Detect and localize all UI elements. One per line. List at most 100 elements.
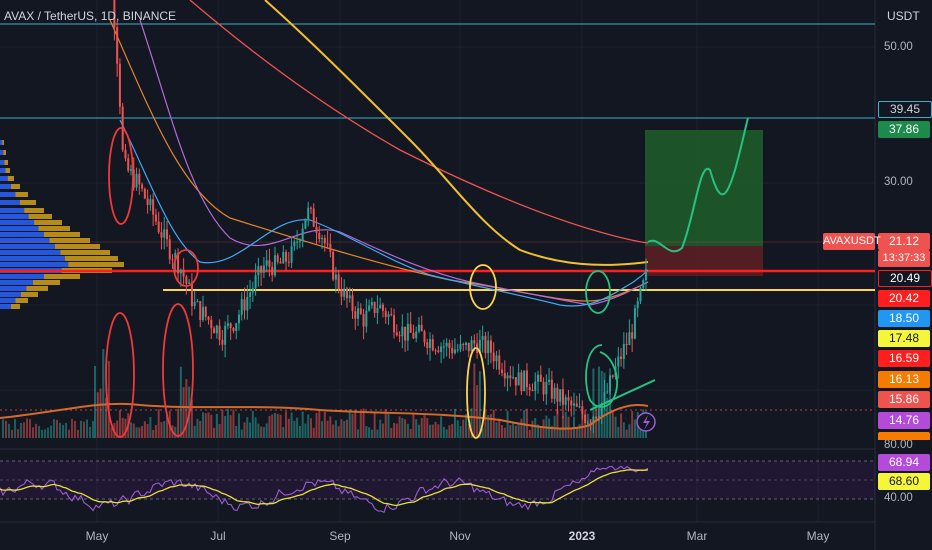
volume-bar-152 — [514, 425, 517, 438]
candle-body-161 — [539, 374, 542, 382]
volume-bar-100 — [370, 429, 373, 438]
candle-body-196 — [636, 301, 639, 309]
candle-body-45 — [218, 325, 221, 340]
volume-bar-188 — [614, 416, 617, 438]
volume-bar-127 — [445, 429, 448, 438]
candle-body-169 — [561, 389, 564, 405]
volume-bar-87 — [334, 420, 337, 438]
candle-body-12 — [127, 158, 130, 171]
currency-label[interactable]: USDT — [887, 9, 920, 23]
annotation-circle-green[interactable] — [585, 270, 611, 314]
candle-body-159 — [534, 381, 537, 391]
volume-bar-82 — [321, 421, 324, 438]
volume-bar-135 — [467, 423, 470, 438]
candle-body-55 — [246, 296, 249, 311]
candle-body-48 — [226, 323, 229, 326]
annotation-circle-yellow[interactable] — [469, 264, 497, 310]
volume-bar-71 — [290, 412, 293, 438]
candle-body-95 — [357, 308, 360, 319]
candle-body-50 — [232, 327, 235, 332]
volume-bar-109 — [395, 423, 398, 438]
long-position-profit-zone[interactable] — [645, 130, 763, 246]
ma-20-line — [119, 119, 649, 307]
volume-bar-pre — [83, 421, 85, 438]
price-tick-30: 30.00 — [884, 176, 913, 188]
volume-bar-157 — [528, 429, 531, 438]
volume-bar-79 — [312, 427, 315, 438]
annotation-circle-red-2[interactable] — [173, 249, 199, 287]
ma-30-line — [139, 19, 649, 306]
candle-body-61 — [262, 265, 265, 273]
volume-bar-148 — [503, 427, 506, 438]
badge-16-59: 16.59 — [878, 350, 930, 367]
profile-bar-8 — [0, 208, 25, 213]
volume-bar-115 — [412, 413, 415, 438]
profile-bar-sell-24 — [11, 304, 20, 309]
volume-bar-145 — [495, 422, 498, 438]
rsi-band — [0, 461, 875, 499]
candle-body-198 — [642, 279, 645, 288]
volume-bar-pre — [74, 420, 76, 438]
profile-bar-15 — [0, 250, 61, 255]
candle-body-102 — [376, 308, 379, 314]
profile-bar-22 — [0, 292, 21, 297]
candle-body-73 — [296, 241, 299, 243]
profile-bar-sell-15 — [60, 250, 110, 255]
volume-bar-160 — [537, 424, 540, 438]
symbol-tag[interactable]: AVAXUSDT — [823, 233, 881, 250]
projection-path[interactable] — [647, 117, 749, 253]
candle-body-53 — [240, 299, 243, 315]
x-tick-may-2: May — [806, 529, 830, 543]
candle-body-168 — [559, 389, 562, 402]
candle-body-93 — [351, 295, 354, 312]
volume-bar-128 — [448, 425, 451, 438]
volume-bar-168 — [559, 428, 562, 438]
candle-body-63 — [268, 260, 271, 267]
volume-bar-107 — [390, 427, 393, 438]
candle-body-59 — [257, 266, 260, 276]
candle-body-197 — [639, 287, 642, 302]
volume-annotation-green[interactable] — [585, 344, 618, 408]
volume-bar-23 — [157, 409, 160, 438]
volume-bar-142 — [487, 415, 490, 438]
candle-body-18 — [143, 188, 146, 199]
volume-bar-92 — [348, 409, 351, 438]
volume-bar-85 — [329, 416, 332, 438]
volume-bar-111 — [401, 418, 404, 438]
candle-body-56 — [249, 292, 252, 297]
candle-body-132 — [459, 344, 462, 350]
volume-bar-74 — [298, 425, 301, 438]
volume-bar-86 — [332, 424, 335, 438]
volume-bar-pre — [11, 429, 13, 438]
candle-body-158 — [531, 389, 534, 391]
candle-body-185 — [606, 391, 609, 393]
badge-20-49: 20.49 — [878, 270, 932, 287]
volume-bar-103 — [379, 419, 382, 438]
candle-body-90 — [343, 288, 346, 297]
candle-body-8 — [116, 27, 119, 64]
volume-bar-121 — [429, 424, 432, 438]
annotation-circle-red-1[interactable] — [108, 127, 134, 225]
volume-bar-182 — [597, 366, 600, 438]
volume-annotation-red-2[interactable] — [162, 303, 194, 437]
candle-body-116 — [415, 331, 418, 339]
profile-bar-14 — [0, 244, 55, 249]
volume-trendline[interactable] — [589, 379, 656, 411]
volume-bar-172 — [570, 429, 573, 438]
volume-bar-123 — [434, 421, 437, 438]
volume-annotation-red-1[interactable] — [105, 312, 135, 438]
candle-body-112 — [404, 326, 407, 341]
volume-bar-93 — [351, 413, 354, 438]
volume-bar-156 — [525, 408, 528, 438]
candle-body-99 — [368, 305, 371, 311]
profile-bar-3 — [0, 168, 6, 173]
volume-bar-pre — [50, 425, 52, 438]
profile-bar-sell-19 — [44, 274, 80, 279]
candle-body-187 — [611, 375, 614, 377]
profile-bar-sell-21 — [26, 286, 48, 291]
candle-body-97 — [362, 313, 365, 327]
volume-annotation-yellow[interactable] — [466, 347, 486, 439]
volume-bar-52 — [237, 413, 240, 438]
candle-body-130 — [453, 349, 456, 354]
